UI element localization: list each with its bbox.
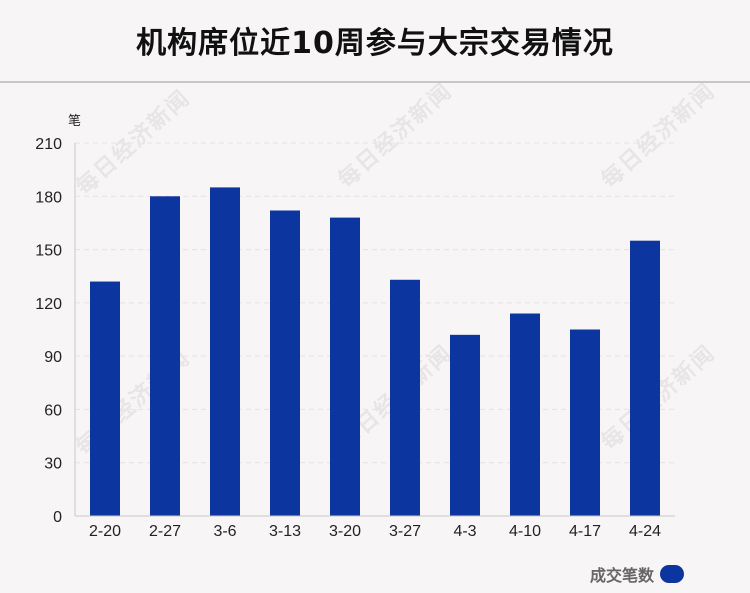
x-tick-label: 2-27 (149, 523, 181, 540)
legend-label: 成交笔数 (589, 566, 654, 585)
bar (450, 334, 480, 516)
y-tick-label: 210 (35, 136, 62, 153)
legend: 成交笔数 (590, 562, 684, 586)
bar (390, 279, 420, 516)
bar (630, 240, 660, 516)
chart-title: 机构席位近10周参与大宗交易情况 (136, 26, 614, 61)
bar-layer (90, 187, 660, 517)
bar (150, 196, 180, 517)
x-tick-label: 4-3 (453, 523, 476, 540)
axis-layer: 0 30 60 90 120 150 180 210 2-20 2-27 3-6 3-13 3-20 3-… (35, 136, 675, 540)
x-tick-label: 3-13 (269, 523, 301, 540)
y-tick-label: 180 (35, 189, 62, 206)
x-tick-label: 3-20 (329, 523, 361, 540)
y-tick-label: 0 (53, 509, 62, 526)
x-tick-label: 4-17 (569, 523, 601, 540)
y-tick-label: 30 (44, 456, 62, 473)
x-tick-label: 3-6 (213, 523, 236, 540)
bar (270, 210, 300, 516)
x-tick-label: 3-27 (389, 523, 421, 540)
bar (570, 329, 600, 516)
x-tick-label: 2-20 (89, 523, 121, 540)
bar (90, 281, 120, 516)
x-tick-label: 4-10 (509, 523, 541, 540)
bar (330, 217, 360, 516)
y-tick-label: 90 (44, 349, 62, 366)
title-divider (0, 81, 750, 83)
y-tick-label: 60 (44, 402, 62, 419)
legend-swatch (660, 565, 684, 583)
x-tick-label: 4-24 (629, 523, 661, 540)
y-tick-label: 120 (35, 296, 62, 313)
bar (210, 187, 240, 516)
y-axis-unit: 笔 (68, 113, 81, 129)
bar (510, 313, 540, 516)
y-tick-label: 150 (35, 243, 62, 260)
